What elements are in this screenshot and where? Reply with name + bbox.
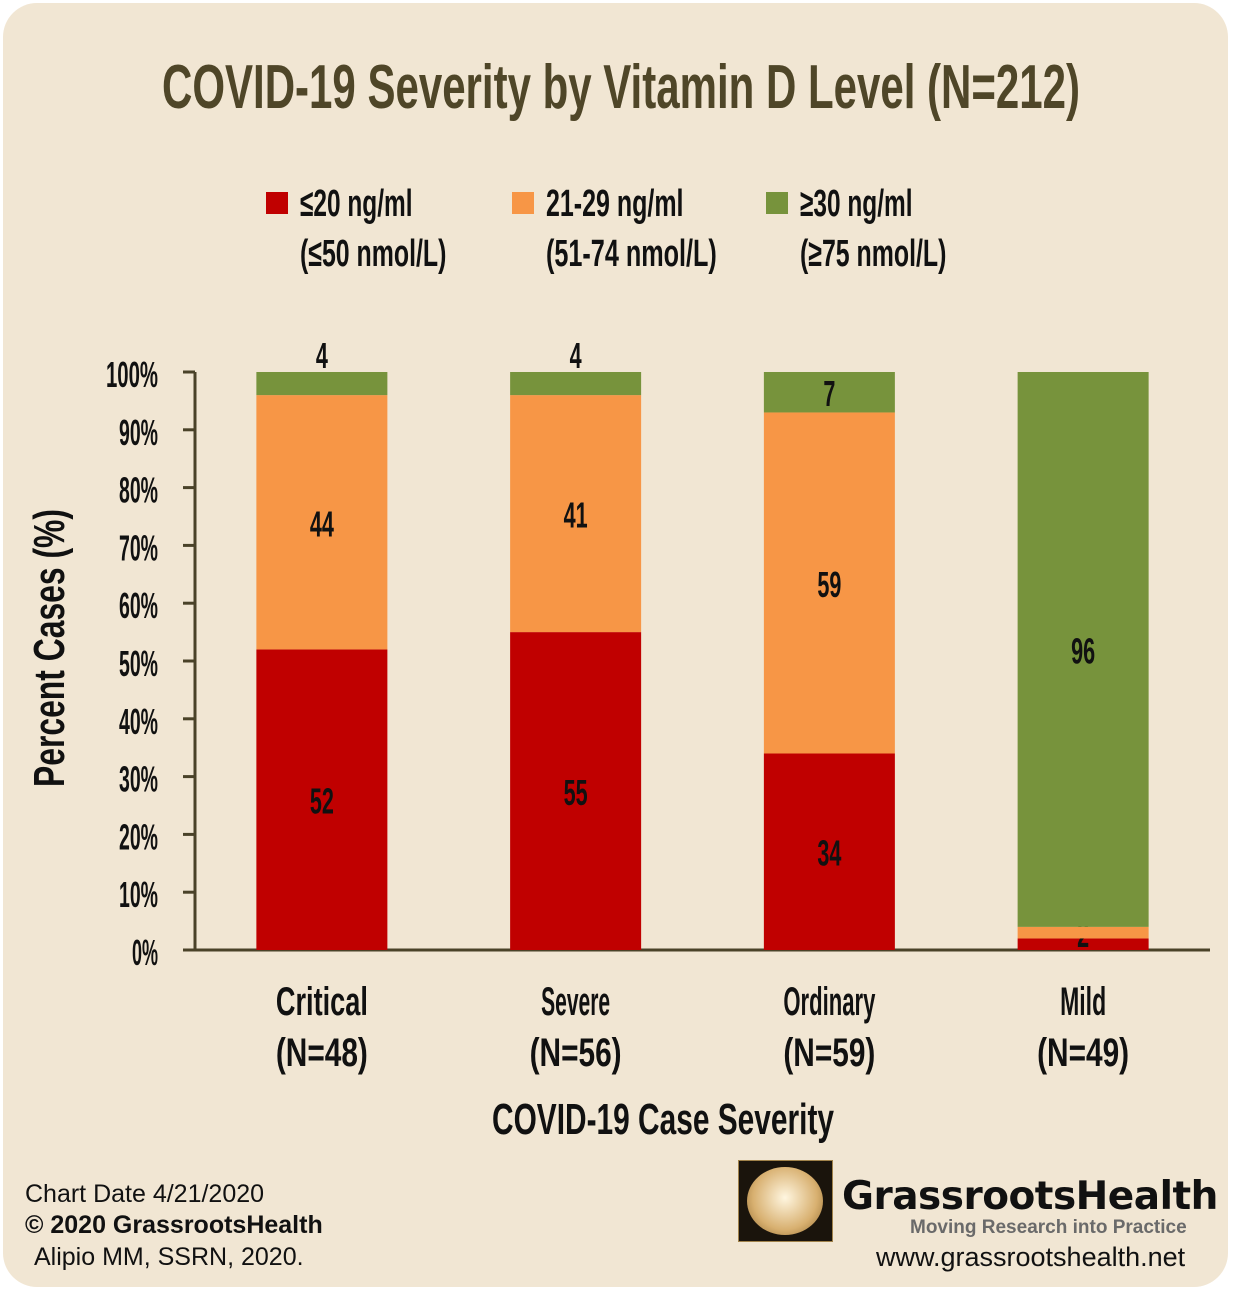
- y-axis-label: Percent Cases (%): [25, 509, 74, 787]
- bars: 52444Critical(N=48)55414Severe(N=56)3459…: [256, 335, 1149, 1075]
- legend-swatch: [512, 192, 534, 214]
- axes: 0% 10% 20% 30% 40% 50% 60% 70% 80% 90% 100%: [106, 354, 1210, 973]
- bar-segment: [510, 395, 642, 633]
- vitruvian-man-logo-icon: [738, 1160, 833, 1242]
- data-label: 44: [310, 503, 334, 544]
- data-label: 59: [817, 564, 841, 605]
- data-label: 55: [564, 772, 588, 813]
- legend: ≤20 ng/ml (≤50 nmol/L) 21-29 ng/ml (51-74 n…: [266, 183, 946, 275]
- data-label: 4: [570, 335, 582, 376]
- data-label: 34: [817, 833, 841, 874]
- brand-tagline: Moving Research into Practice: [910, 1217, 1187, 1238]
- x-tick-label: Mild: [1060, 980, 1106, 1024]
- data-label: 96: [1071, 630, 1095, 671]
- x-axis-label: COVID-19 Case Severity: [492, 1095, 834, 1144]
- citation: Alipio MM, SSRN, 2020.: [34, 1243, 304, 1271]
- x-tick-label: Ordinary: [783, 980, 875, 1024]
- y-tick-label: 40%: [119, 701, 158, 742]
- copyright: © 2020 GrassrootsHealth: [25, 1211, 323, 1239]
- bar-segment: [1017, 938, 1149, 950]
- x-tick-sublabel: (N=49): [1037, 1031, 1129, 1075]
- y-tick-label: 70%: [119, 527, 158, 568]
- chart-date: Chart Date 4/21/2020: [25, 1180, 265, 1208]
- brand-name: GrassrootsHealth: [842, 1174, 1218, 1219]
- y-tick-label: 0%: [132, 932, 158, 973]
- bar-segment: [763, 412, 895, 754]
- bar-segment: [510, 372, 642, 396]
- legend-label: ≤20 ng/ml: [300, 183, 413, 225]
- x-tick-label: Severe: [541, 980, 610, 1024]
- y-tick-label: 30%: [119, 759, 158, 800]
- legend-swatch: [766, 192, 788, 214]
- legend-sublabel: (51-74 nmol/L): [546, 233, 717, 275]
- bar-segment: [763, 753, 895, 950]
- data-label: 52: [310, 781, 334, 822]
- y-tick-label: 10%: [119, 874, 158, 915]
- legend-label: ≥30 ng/ml: [800, 183, 913, 225]
- chart-title: COVID-19 Severity by Vitamin D Level (N=…: [162, 53, 1080, 122]
- bar-segment: [1017, 372, 1149, 927]
- bar-segment: [256, 649, 388, 950]
- website-url[interactable]: www.grassrootshealth.net: [876, 1242, 1186, 1272]
- data-label: 7: [823, 373, 835, 414]
- y-tick-label: 90%: [119, 412, 158, 453]
- x-tick-sublabel: (N=48): [276, 1031, 368, 1075]
- y-tick-label: 100%: [106, 354, 158, 395]
- legend-sublabel: (≤50 nmol/L): [300, 233, 446, 275]
- bar-segment: [763, 372, 895, 413]
- bar-segment: [256, 372, 388, 396]
- y-tick-label: 20%: [119, 816, 158, 857]
- legend-sublabel: (≥75 nmol/L): [800, 233, 946, 275]
- bar-segment: [256, 395, 388, 650]
- y-tick-label: 80%: [119, 470, 158, 511]
- bar-segment: [1017, 926, 1149, 939]
- y-tick-label: 50%: [119, 643, 158, 684]
- data-label: 4: [316, 335, 328, 376]
- x-tick-sublabel: (N=56): [530, 1031, 622, 1075]
- legend-label: 21-29 ng/ml: [546, 183, 684, 225]
- x-tick-label: Critical: [276, 980, 368, 1024]
- y-tick-label: 60%: [119, 585, 158, 626]
- bar-segment: [510, 632, 642, 950]
- data-label: 41: [564, 495, 588, 536]
- x-tick-sublabel: (N=59): [783, 1031, 875, 1075]
- legend-swatch: [266, 192, 288, 214]
